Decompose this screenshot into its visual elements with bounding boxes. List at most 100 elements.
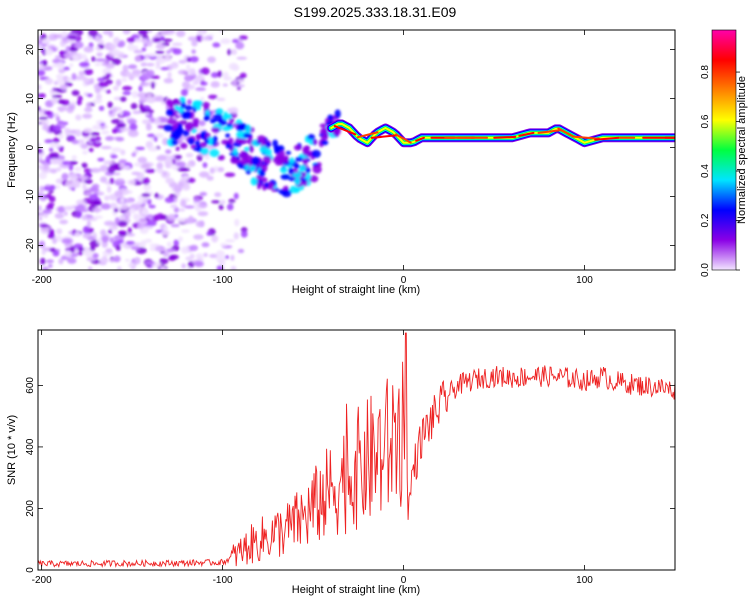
heatmap-cell	[124, 258, 130, 263]
heatmap-cell	[195, 87, 207, 91]
heatmap-cell	[86, 257, 96, 262]
heatmap-cell	[181, 81, 190, 89]
heatmap-cell	[227, 107, 232, 113]
heatmap-cell	[186, 64, 191, 72]
heatmap-cell	[38, 148, 44, 154]
heatmap-cell	[120, 149, 126, 156]
heatmap-cell	[108, 225, 118, 231]
heatmap-cell	[312, 165, 322, 174]
heatmap-cell	[64, 250, 72, 257]
heatmap-cell	[76, 199, 86, 206]
heatmap-cell	[100, 145, 112, 150]
heatmap-cell	[240, 157, 250, 166]
heatmap-cell	[126, 71, 131, 77]
heatmap-cell	[145, 168, 156, 174]
heatmap-cell	[141, 38, 149, 44]
heatmap-cell	[178, 236, 183, 242]
heatmap-cell	[68, 103, 76, 111]
heatmap-cell	[237, 248, 245, 254]
heatmap-cell	[46, 259, 54, 264]
heatmap-cell	[40, 118, 50, 126]
heatmap-cell	[77, 139, 85, 144]
heatmap-cell	[167, 214, 177, 222]
heatmap-cell	[61, 172, 69, 181]
heatmap-cell	[122, 85, 133, 91]
heatmap-cell	[140, 62, 147, 67]
spectrogram-heatmap	[38, 30, 675, 270]
heatmap-cell	[131, 90, 139, 99]
heatmap-cell	[236, 56, 248, 60]
heatmap-cell	[104, 195, 110, 201]
heatmap-cell	[235, 41, 245, 50]
heatmap-cell	[48, 190, 54, 194]
figure-title: S199.2025.333.18.31.E09	[294, 4, 457, 20]
heatmap-cell	[196, 154, 203, 162]
heatmap-cell	[177, 125, 183, 134]
heatmap-cell	[209, 167, 215, 174]
heatmap-cell	[214, 192, 222, 198]
y-tick-label: 200	[25, 500, 36, 517]
heatmap-cell	[55, 74, 64, 79]
heatmap-cell	[42, 209, 53, 214]
heatmap-cell	[120, 197, 125, 205]
heatmap-cell	[213, 165, 219, 173]
heatmap-cell	[165, 30, 175, 34]
heatmap-cell	[57, 61, 65, 69]
heatmap-cell	[68, 163, 74, 171]
heatmap-cell	[111, 147, 122, 153]
heatmap-cell	[49, 147, 54, 152]
heatmap-cell	[180, 199, 187, 208]
heatmap-cell	[159, 266, 167, 270]
heatmap-cell	[173, 98, 181, 106]
heatmap-cell	[334, 109, 341, 119]
heatmap-cell	[230, 265, 237, 270]
heatmap-cell	[82, 113, 93, 119]
x-tick-label: 0	[401, 575, 407, 586]
x-tick-label: -100	[213, 575, 233, 586]
heatmap-cell	[220, 200, 226, 205]
heatmap-cell	[113, 36, 121, 45]
heatmap-cell	[226, 203, 234, 211]
heatmap-cell	[256, 135, 266, 143]
colorbar-label: Normalized spectral amplitude	[736, 76, 748, 224]
heatmap-cell	[63, 52, 75, 59]
heatmap-cell	[71, 72, 77, 81]
heatmap-cell	[217, 167, 225, 173]
heatmap-cell	[155, 95, 164, 102]
heatmap-cell	[277, 145, 285, 153]
heatmap-cell	[49, 168, 58, 174]
heatmap-cell	[41, 249, 46, 256]
heatmap-cell	[233, 192, 239, 200]
heatmap-cell	[186, 163, 192, 168]
heatmap-cell	[111, 49, 121, 55]
heatmap-cell	[52, 250, 60, 257]
heatmap-cell	[243, 132, 253, 139]
heatmap-cell	[38, 143, 41, 147]
heatmap-cell	[228, 198, 236, 204]
heatmap-cell	[162, 38, 173, 43]
heatmap-cell	[204, 114, 211, 121]
heatmap-cell	[175, 146, 180, 152]
heatmap-cell	[141, 193, 151, 198]
heatmap-cell	[55, 167, 62, 172]
y-tick-label: 0	[25, 144, 36, 150]
heatmap-cell	[42, 59, 48, 67]
heatmap-cell	[156, 162, 164, 170]
heatmap-peak	[356, 131, 379, 139]
heatmap-cell	[59, 133, 64, 140]
heatmap-cell	[58, 146, 64, 153]
heatmap-cell	[275, 161, 284, 166]
heatmap-cell	[177, 167, 188, 172]
heatmap-cell	[222, 113, 233, 120]
heatmap-cell	[38, 106, 41, 112]
heatmap-cell	[105, 89, 111, 94]
heatmap-cell	[130, 245, 140, 251]
heatmap-cell	[83, 46, 94, 53]
heatmap-cell	[215, 256, 227, 263]
heatmap-cell	[230, 254, 235, 261]
heatmap-cell	[327, 114, 334, 121]
snr-y-label: SNR (10 * v/v)	[6, 415, 18, 485]
heatmap-cell	[119, 214, 126, 220]
